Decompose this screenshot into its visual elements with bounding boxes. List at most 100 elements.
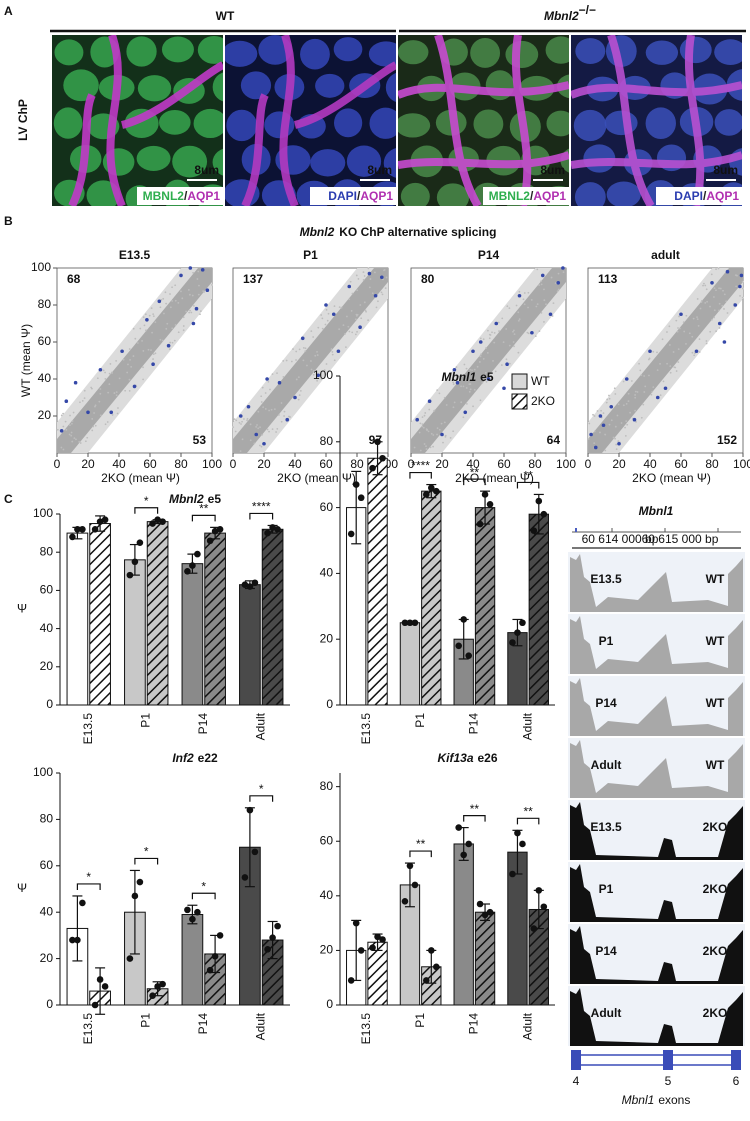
background-event [493,341,496,344]
background-event [115,391,118,394]
scatter-point [316,373,321,378]
background-event [432,434,435,436]
background-event [152,358,154,360]
significance-label: * [86,870,91,884]
cell [137,75,172,102]
y-tick-label: 80 [40,812,54,826]
background-event [443,421,446,424]
background-event [159,306,162,309]
background-event [161,339,164,342]
replicate-point [74,525,81,533]
gene-name: Mbnl2 [300,225,335,239]
legend-swatch [511,393,528,410]
track-stage: P14 [595,696,617,710]
background-event [517,351,520,354]
background-event [351,331,354,334]
track-bg [568,986,745,1046]
track-bg [568,800,745,860]
replicate-point [96,976,104,983]
side-label: LV ChP [16,99,30,141]
x-tick-label: 100 [202,457,222,471]
background-event [562,271,565,274]
caption-part: AQP1 [533,189,566,203]
background-event [709,330,712,333]
coordinate: 60 614 000 bp [582,532,659,546]
background-event [150,349,152,352]
background-event [444,435,447,438]
x-tick-label: E13.5 [359,1013,373,1045]
background-event [608,397,611,400]
background-event [469,388,472,391]
background-event [675,319,678,322]
coverage [570,926,743,984]
background-event [171,341,174,344]
background-event [98,400,101,403]
background-event [536,303,539,306]
background-event [321,327,324,330]
background-event [741,287,744,290]
replicate-point [74,936,81,944]
background-event [554,282,557,285]
background-event [659,362,661,365]
background-event [310,330,313,333]
scatter-point [471,349,475,354]
background-event [518,290,521,293]
background-event [502,341,505,344]
background-event [476,365,479,368]
cell [645,107,676,140]
background-event [128,389,131,392]
background-event [613,387,616,390]
background-event [323,369,326,372]
background-event [232,426,235,429]
background-event [363,275,366,277]
background-event [192,271,194,274]
background-event [604,449,607,452]
background-event [452,430,455,433]
scatter-point [648,349,652,354]
background-event [344,333,346,335]
cell [334,108,363,138]
background-event [234,430,237,433]
background-event [62,425,65,428]
background-event [171,327,174,330]
background-event [540,311,543,314]
background-event [682,321,685,324]
background-event [289,416,291,418]
background-event [199,310,202,313]
scatter-point [548,312,553,317]
scatter-point [733,303,738,307]
x-tick-label: Adult [253,712,267,740]
cell [436,183,470,206]
exon-block [663,1050,673,1060]
background-event [488,337,491,340]
background-event [253,442,256,445]
background-event [106,421,109,423]
background-event [735,285,737,288]
coverage [570,988,743,1046]
background-event [104,423,107,426]
scatter-point [694,349,699,354]
replicate-point [357,494,365,502]
background-event [255,426,258,428]
scatter-point [663,386,668,391]
y-tick-label: 0 [326,997,333,1011]
background-event [174,284,177,287]
replicate-point [184,568,191,575]
scatter-point [463,410,468,415]
cell [574,182,606,206]
scale-label: 8um [713,163,738,177]
cell [126,36,157,67]
background-event [321,317,324,320]
background-event [169,341,172,344]
replicate-point [428,947,435,954]
background-event [513,333,516,336]
caption-part: DAPI [674,189,703,203]
background-event [73,437,76,440]
replicate-point [69,533,76,541]
track-bg [568,924,745,984]
replicate-point [211,952,219,960]
background-event [419,449,422,452]
background-event [375,306,378,309]
background-event [423,414,426,417]
scatter-point [145,318,149,322]
